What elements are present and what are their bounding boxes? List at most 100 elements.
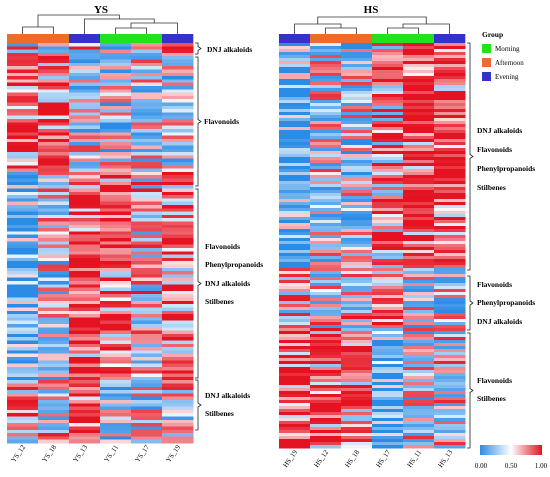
ys-heatmap-cell [7,406,39,411]
ys-heatmap-cell [69,201,101,206]
ys-heatmap-cell [162,56,194,60]
ys-heatmap-cell [38,188,70,193]
hs-heatmap-cell [279,190,311,194]
hs-annotation-label: Phenylpropanoids [477,164,535,173]
ys-heatmap-cell [38,234,70,239]
hs-heatmap-cell [372,199,404,203]
hs-heatmap-cell [403,157,435,161]
hs-heatmap-cell [403,304,435,308]
hs-heatmap-cell [341,145,373,149]
hs-heatmap-cell [372,388,404,392]
ys-heatmap-cell [7,214,39,219]
hs-heatmap-cell [372,391,404,395]
hs-heatmap-cell [310,313,342,317]
ys-heatmap-cell [162,244,194,249]
ys-heatmap-cell [162,211,194,216]
hs-heatmap-cell [434,184,466,188]
ys-heatmap-cell [38,433,70,437]
hs-heatmap-cell [372,370,404,374]
hs-heatmap-cell [403,82,435,86]
ys-heatmap-cell [38,353,70,358]
hs-heatmap-cell [279,433,311,437]
ys-heatmap-cell [162,366,194,371]
ys-heatmap-cell [69,406,101,411]
hs-heatmap-cell [403,175,435,179]
ys-heatmap-cell [69,155,101,160]
ys-heatmap-cell [38,195,70,199]
ys-heatmap-cell [7,178,39,183]
ys-heatmap-cell [38,383,70,388]
hs-heatmap-cell [341,211,373,215]
hs-heatmap-cell [434,172,466,176]
hs-heatmap-cell [279,169,311,173]
ys-heatmap-cell [69,350,101,355]
hs-heatmap-cell [310,328,342,332]
hs-heatmap-cell [279,94,311,98]
hs-heatmap-cell [403,58,435,62]
ys-heatmap-cell [69,386,101,391]
ys-heatmap-cell [38,317,70,322]
ys-heatmap-cell [69,271,101,275]
ys-heatmap-cell [69,208,101,212]
ys-heatmap-cell [69,287,101,292]
hs-heatmap-cell [279,49,311,53]
hs-cluster-brackets [467,42,474,449]
hs-column-label: HS_11 [406,448,424,469]
hs-heatmap-cell [434,49,466,53]
ys-heatmap-cell [38,228,70,232]
ys-heatmap-cell [7,128,39,133]
hs-heatmap-cell [403,268,435,272]
hs-heatmap-cell [341,112,373,116]
ys-heatmap-cell [7,119,39,123]
ys-heatmap-cell [131,307,163,312]
legend-swatch-morning [482,44,491,53]
hs-column-label: HS_12 [312,448,330,469]
ys-heatmap-cell [162,234,194,239]
ys-heatmap-cell [100,79,132,84]
hs-heatmap-cell [434,310,466,314]
ys-dendrogram-link [115,27,147,34]
hs-heatmap-cell [310,103,342,107]
ys-heatmap-cell [38,409,70,414]
hs-heatmap-cell [341,175,373,179]
ys-heatmap-cell [162,231,194,236]
hs-heatmap-cell [341,361,373,365]
hs-heatmap-cell [341,118,373,122]
ys-heatmap-cell [131,171,163,176]
ys-annotations: DNJ alkaloids Flavonoids Flavonoids Phen… [204,45,263,418]
hs-heatmap-cell [434,319,466,323]
ys-heatmap-cell [100,122,132,127]
ys-heatmap-cell [131,185,163,189]
hs-heatmap-cell [279,382,311,386]
ys-heatmap-cell [100,49,132,54]
ys-heatmap-cell [100,366,132,371]
ys-heatmap-cell [69,138,101,143]
hs-heatmap-cell [341,232,373,236]
hs-heatmap-cell [310,154,342,158]
ys-heatmap-cell [69,416,101,421]
ys-heatmap-cell [38,102,70,107]
ys-heatmap-cell [162,201,194,206]
hs-heatmap-cell [341,178,373,182]
hs-heatmap-cell [310,385,342,389]
hs-heatmap-cell [372,142,404,146]
ys-heatmap-cell [69,185,101,189]
hs-heatmap-cell [341,430,373,434]
ys-heatmap-cell [131,400,163,404]
hs-heatmap-cell [403,424,435,428]
hs-heatmap-cell [372,193,404,197]
hs-heatmap-cell [279,334,311,338]
ys-heatmap-cell [38,360,70,365]
ys-heatmap-cell [162,66,194,70]
hs-heatmap-cell [341,61,373,65]
hs-heatmap-cell [372,433,404,437]
ys-heatmap-cell [162,330,194,335]
hs-heatmap-cell [372,358,404,362]
ys-heatmap-cell [162,165,194,170]
hs-heatmap-cell [279,373,311,377]
hs-heatmap-cell [310,322,342,326]
hs-heatmap-cell [434,232,466,236]
hs-heatmap-cell [279,235,311,239]
ys-heatmap-cell [7,92,39,97]
hs-heatmap-cell [403,166,435,170]
